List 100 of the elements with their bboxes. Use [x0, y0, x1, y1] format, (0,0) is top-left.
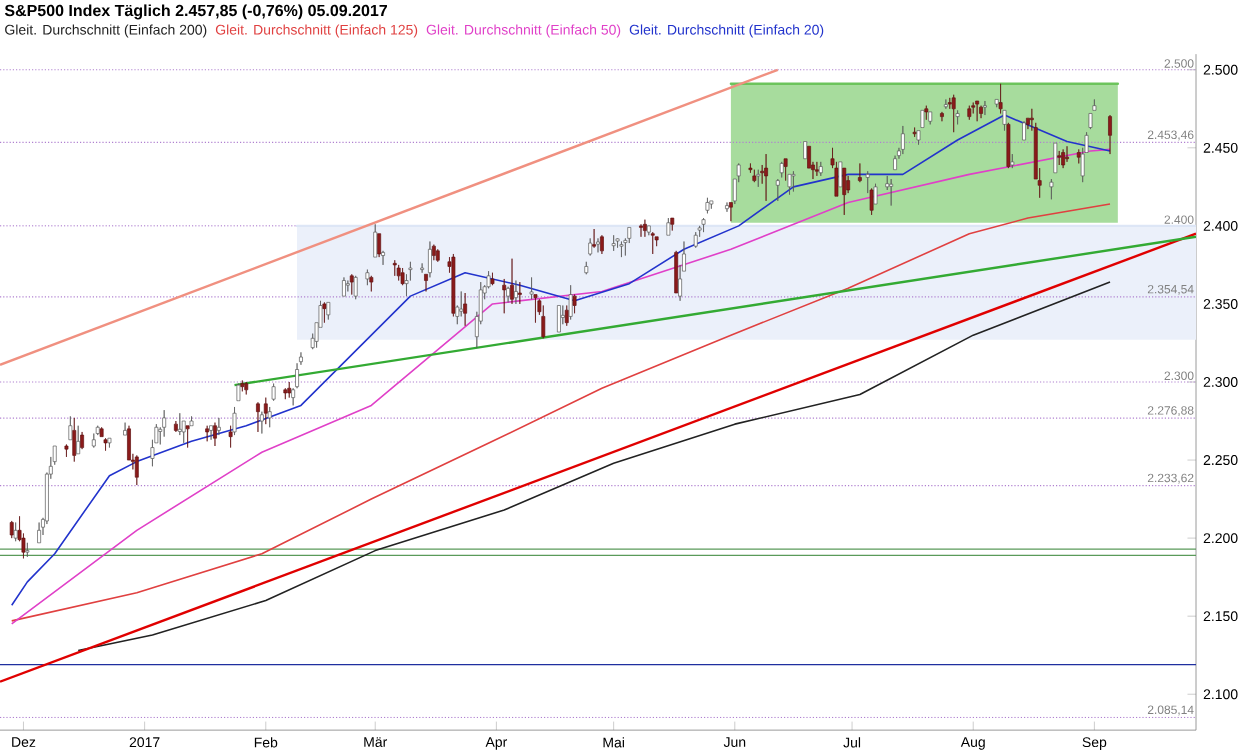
candlestick [701, 217, 706, 233]
candlestick [1053, 142, 1058, 174]
candlestick [584, 261, 589, 275]
candlestick [646, 225, 651, 236]
candlestick [971, 102, 976, 114]
candlestick [666, 217, 671, 236]
candlestick [654, 236, 659, 247]
candlestick [459, 291, 464, 317]
candlestick [1108, 114, 1112, 155]
candlestick [541, 305, 546, 339]
candlestick [1022, 120, 1026, 141]
candlestick [873, 183, 878, 205]
candlestick [451, 253, 456, 317]
candlestick [865, 170, 870, 194]
candlestick [600, 234, 604, 255]
candlestick [787, 174, 792, 195]
candlestick [134, 455, 139, 486]
chart-title: S&P500 Index Täglich 2.457,85 (-0,76%) 05.09.2017 [4, 4, 387, 20]
candlestick [951, 94, 956, 133]
candlestick [326, 302, 331, 320]
candlestick [1010, 153, 1015, 169]
candlestick [381, 250, 385, 266]
candlestick [596, 238, 600, 253]
candlestick [803, 141, 808, 160]
candlestick [25, 542, 30, 558]
candlestick [283, 387, 288, 400]
candlestick [177, 412, 182, 436]
candlestick [869, 188, 874, 216]
candlestick [9, 520, 14, 539]
candlestick [588, 238, 593, 256]
candlestick [373, 223, 378, 258]
candlestick [396, 264, 401, 281]
candlestick [1006, 122, 1011, 169]
candlestick [912, 127, 917, 138]
candlestick [80, 431, 84, 450]
candlestick [893, 155, 897, 171]
candlestick [400, 267, 405, 286]
candlestick [1026, 117, 1030, 130]
candlestick [791, 170, 796, 192]
candlestick [1076, 149, 1081, 164]
candlestick [342, 277, 346, 297]
candlestick [1065, 145, 1069, 163]
candlestick [517, 281, 522, 305]
candlestick [748, 163, 753, 174]
candlestick [568, 284, 573, 320]
candlestick [213, 422, 217, 447]
candlestick [1049, 178, 1054, 200]
candlestick [107, 437, 112, 448]
candlestick [838, 161, 843, 188]
candlestick [705, 197, 710, 214]
candlestick [818, 161, 823, 177]
candlestick [975, 100, 980, 122]
candlestick [428, 241, 432, 278]
candlestick [592, 228, 597, 249]
candlestick [420, 263, 425, 274]
candlestick [424, 273, 428, 292]
candlestick [779, 161, 784, 178]
candlestick [490, 272, 495, 286]
candlestick [216, 417, 221, 436]
candlestick [263, 397, 268, 425]
candlestick [127, 425, 131, 461]
candlestick [615, 238, 620, 249]
candlestick [979, 105, 983, 119]
candlestick [13, 522, 18, 542]
candlestick [353, 275, 358, 300]
candlestick [643, 219, 647, 238]
candlestick [502, 278, 507, 314]
candlestick [91, 433, 96, 448]
candlestick [529, 277, 534, 300]
candlestick [670, 217, 675, 231]
candlestick [37, 522, 42, 544]
candlestick [674, 250, 679, 294]
candlestick [76, 425, 81, 455]
candlestick [365, 269, 370, 286]
candlestick [564, 305, 569, 327]
candlestick [572, 294, 577, 314]
candlestick [814, 161, 819, 177]
candlestick [889, 178, 894, 206]
candlestick [259, 411, 264, 434]
candlestick [181, 420, 186, 444]
candlestick [650, 231, 655, 255]
candlestick [725, 202, 729, 213]
candlestick [728, 202, 733, 222]
candlestick [693, 231, 698, 249]
candlestick [611, 234, 616, 252]
candlestick [639, 223, 643, 238]
candlestick [1057, 150, 1062, 166]
candlestick [983, 100, 987, 116]
candlestick [228, 425, 233, 448]
candlestick [209, 425, 213, 441]
candlestick [431, 244, 436, 261]
candlestick [345, 280, 350, 292]
candlestick [842, 167, 847, 216]
candlestick [162, 409, 167, 437]
candlestick [240, 380, 245, 392]
candlestick [709, 200, 714, 210]
candlestick [514, 280, 518, 305]
candlestick [236, 383, 241, 402]
candlestick [287, 381, 292, 398]
candlestick [940, 111, 944, 122]
